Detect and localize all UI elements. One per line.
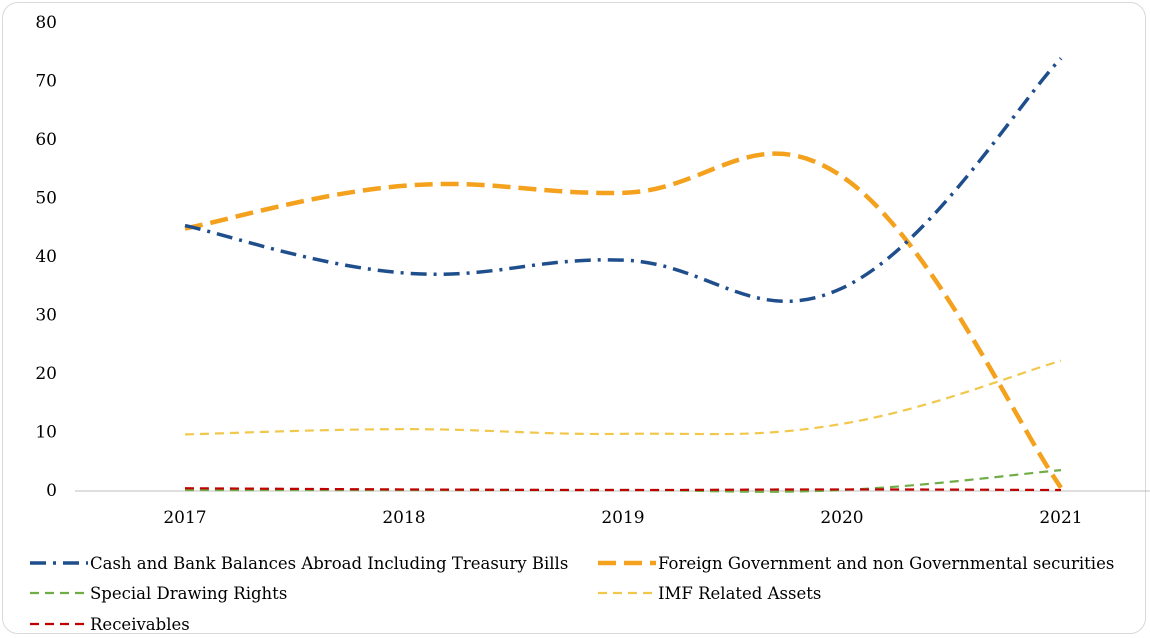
legend-label: IMF Related Assets — [658, 584, 821, 603]
x-tick-label: 2020 — [820, 508, 863, 528]
y-tick-label: 60 — [35, 130, 57, 150]
y-tick-label: 40 — [35, 247, 57, 267]
x-tick-label: 2018 — [382, 508, 425, 528]
y-tick-label: 50 — [35, 189, 57, 209]
x-tick-label: 2019 — [601, 508, 644, 528]
legend-label: Cash and Bank Balances Abroad Including … — [90, 554, 568, 573]
legend-label: Receivables — [90, 615, 190, 634]
x-tick-label: 2017 — [163, 508, 206, 528]
x-axis: 2017 2018 2019 2020 2021 — [75, 490, 1150, 528]
y-tick-label: 80 — [35, 13, 57, 33]
y-tick-label: 70 — [35, 72, 57, 92]
y-axis-labels: 0 10 20 30 40 50 60 70 80 — [35, 13, 57, 501]
legend-label: Special Drawing Rights — [90, 584, 287, 603]
x-tick-label: 2021 — [1039, 508, 1082, 528]
series-line-0 — [184, 57, 1063, 304]
legend: Cash and Bank Balances Abroad Including … — [30, 554, 1114, 634]
y-tick-label: 20 — [35, 364, 57, 384]
series-lines — [184, 57, 1063, 493]
y-tick-label: 10 — [35, 423, 57, 443]
legend-label: Foreign Government and non Governmental … — [658, 554, 1114, 573]
series-line-3 — [184, 359, 1062, 436]
y-tick-label: 30 — [35, 306, 57, 326]
series-line-4 — [184, 487, 1062, 492]
y-tick-label: 0 — [46, 481, 57, 501]
series-line-2 — [185, 469, 1062, 493]
series-line-1 — [184, 151, 1063, 489]
